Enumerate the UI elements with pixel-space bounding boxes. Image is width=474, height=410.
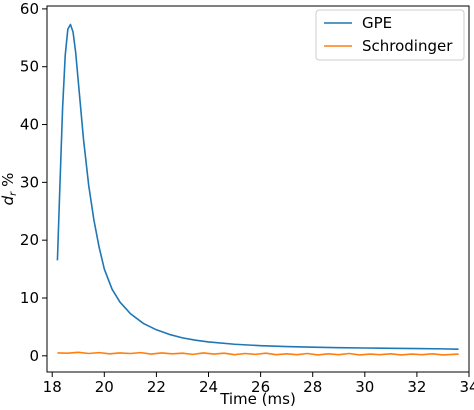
y-axis-label: dr % <box>0 173 19 206</box>
series-line-schrodinger <box>57 351 459 356</box>
x-axis: 18 20 22 24 26 28 30 32 34 <box>43 372 474 396</box>
legend: GPE Schrodinger <box>315 9 465 61</box>
y-tick-label: 40 <box>20 116 39 134</box>
y-tick-label: 20 <box>20 231 39 249</box>
x-tick-label: 22 <box>147 378 166 396</box>
x-tick-label: 34 <box>459 378 474 396</box>
x-tick-label: 20 <box>95 378 114 396</box>
legend-label-schrodinger: Schrodinger <box>362 37 453 55</box>
x-tick-label: 18 <box>43 378 62 396</box>
plot-area <box>56 23 459 356</box>
x-axis-label: Time (ms) <box>219 390 296 408</box>
y-tick-label: 0 <box>29 347 39 365</box>
y-tick-label: 10 <box>20 289 39 307</box>
y-tick-label: 50 <box>20 58 39 76</box>
x-tick-label: 28 <box>303 378 322 396</box>
y-axis-label-sub: r <box>8 191 19 196</box>
series-line-gpe <box>56 23 459 350</box>
x-tick-label: 26 <box>251 378 270 396</box>
y-axis-label-suffix: % <box>0 173 17 192</box>
x-tick-label: 30 <box>355 378 374 396</box>
x-tick-label: 32 <box>407 378 426 396</box>
plot-frame <box>46 5 470 373</box>
x-tick-label: 24 <box>199 378 218 396</box>
legend-box <box>315 9 465 61</box>
y-tick-label: 60 <box>20 0 39 18</box>
y-axis-label-main: d <box>0 195 17 205</box>
y-tick-label: 30 <box>20 173 39 191</box>
y-axis: 0 10 20 30 40 50 60 <box>20 0 47 365</box>
legend-label-gpe: GPE <box>362 14 392 32</box>
